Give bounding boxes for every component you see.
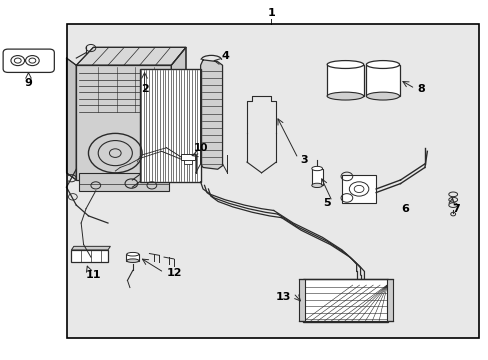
Bar: [311, 169, 322, 185]
Text: 4: 4: [221, 51, 228, 61]
Ellipse shape: [366, 60, 399, 68]
FancyBboxPatch shape: [3, 49, 54, 72]
Text: 7: 7: [452, 204, 460, 214]
Bar: [366, 65, 399, 96]
Ellipse shape: [326, 92, 363, 100]
Text: 8: 8: [417, 84, 425, 94]
Text: 3: 3: [300, 155, 307, 165]
Bar: [341, 175, 375, 203]
Bar: [79, 173, 168, 191]
Bar: [299, 279, 305, 320]
Ellipse shape: [126, 252, 139, 256]
Text: 10: 10: [193, 143, 207, 153]
Text: 2: 2: [141, 84, 148, 94]
Polygon shape: [200, 60, 222, 169]
Bar: [181, 154, 194, 160]
Polygon shape: [66, 58, 76, 180]
Ellipse shape: [126, 259, 139, 262]
Bar: [66, 24, 478, 338]
Polygon shape: [171, 47, 185, 180]
Text: 6: 6: [401, 204, 408, 214]
Text: 9: 9: [24, 78, 32, 88]
Bar: [140, 69, 200, 182]
Text: 11: 11: [85, 270, 101, 280]
Text: 1: 1: [267, 8, 275, 18]
Bar: [126, 254, 139, 261]
Bar: [66, 24, 478, 338]
Bar: [183, 159, 192, 164]
Polygon shape: [76, 47, 185, 65]
Text: 5: 5: [323, 198, 330, 208]
Ellipse shape: [326, 60, 363, 68]
Bar: [327, 65, 363, 96]
Ellipse shape: [311, 166, 322, 171]
Bar: [303, 279, 387, 321]
Bar: [76, 65, 171, 180]
Text: 12: 12: [166, 268, 182, 278]
Text: 13: 13: [275, 292, 290, 302]
Ellipse shape: [311, 183, 322, 188]
Ellipse shape: [366, 92, 399, 100]
Polygon shape: [71, 246, 110, 250]
Bar: [71, 250, 108, 262]
Bar: [386, 279, 392, 320]
